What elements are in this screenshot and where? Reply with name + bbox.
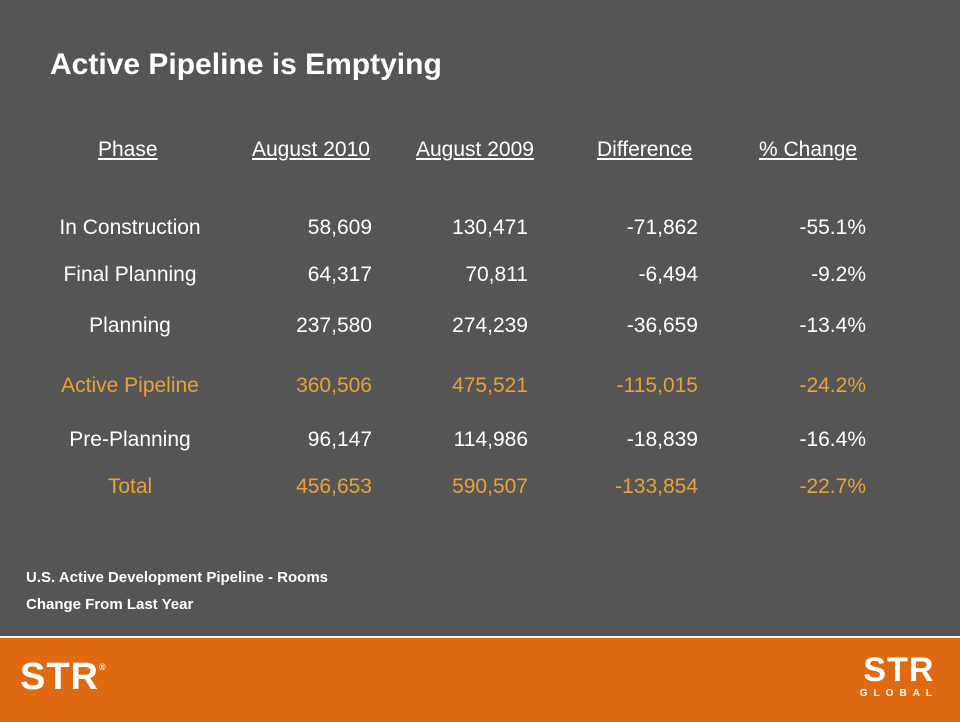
table-row: In Construction 58,609 130,471 -71,862 -… (0, 216, 960, 250)
registered-mark-icon: ® (99, 662, 107, 672)
cell-difference: -133,854 (615, 475, 698, 498)
header-difference: Difference (597, 138, 693, 161)
cell-phase: Total (107, 475, 153, 498)
table-row: Pre-Planning 96,147 114,986 -18,839 -16.… (0, 428, 960, 462)
cell-august-2009: 274,239 (452, 314, 528, 337)
header-pct-change: % Change (759, 138, 858, 161)
table-row: Planning 237,580 274,239 -36,659 -13.4% (0, 314, 960, 348)
cell-pct-change: -16.4% (799, 428, 866, 451)
cell-august-2010: 456,653 (296, 475, 372, 498)
cell-pct-change: -9.2% (811, 263, 866, 286)
str-logo: STR® (20, 656, 107, 699)
cell-phase: Pre-Planning (69, 428, 191, 451)
footer-bar: STR® STR GLOBAL (0, 636, 960, 722)
cell-august-2009: 114,986 (453, 428, 528, 451)
str-global-logo: STR GLOBAL (860, 652, 938, 699)
cell-phase: In Construction (59, 216, 201, 239)
cell-pct-change: -13.4% (799, 314, 866, 337)
footnote-line-2: Change From Last Year (26, 596, 194, 613)
cell-august-2010: 58,609 (307, 216, 372, 239)
table-row: Final Planning 64,317 70,811 -6,494 -9.2… (0, 263, 960, 297)
cell-phase: Planning (89, 314, 171, 337)
cell-difference: -6,494 (638, 263, 698, 286)
header-august-2010: August 2010 (252, 138, 370, 161)
header-phase: Phase (98, 138, 158, 161)
cell-august-2009: 130,471 (452, 216, 528, 239)
page-title: Active Pipeline is Emptying (50, 48, 442, 81)
table-row-active-pipeline: Active Pipeline 360,506 475,521 -115,015… (0, 374, 960, 408)
str-global-logo-main: STR (863, 651, 935, 689)
table-row-total: Total 456,653 590,507 -133,854 -22.7% (0, 475, 960, 509)
cell-difference: -36,659 (626, 314, 698, 337)
str-global-logo-sub: GLOBAL (859, 688, 938, 699)
cell-phase: Final Planning (63, 263, 197, 286)
cell-difference: -71,862 (626, 216, 698, 239)
cell-pct-change: -24.2% (799, 374, 866, 397)
cell-august-2009: 70,811 (465, 263, 528, 286)
cell-august-2009: 475,521 (452, 374, 528, 397)
cell-pct-change: -55.1% (799, 216, 866, 239)
cell-august-2009: 590,507 (452, 475, 528, 498)
cell-difference: -18,839 (626, 428, 698, 451)
cell-august-2010: 237,580 (296, 314, 372, 337)
cell-pct-change: -22.7% (799, 475, 866, 498)
str-logo-text: STR (20, 656, 99, 698)
cell-august-2010: 64,317 (307, 263, 372, 286)
footnote-line-1: U.S. Active Development Pipeline - Rooms (26, 569, 329, 586)
cell-august-2010: 360,506 (296, 374, 372, 397)
cell-difference: -115,015 (616, 374, 698, 397)
cell-august-2010: 96,147 (307, 428, 372, 451)
cell-phase: Active Pipeline (61, 374, 199, 397)
header-august-2009: August 2009 (416, 138, 534, 161)
